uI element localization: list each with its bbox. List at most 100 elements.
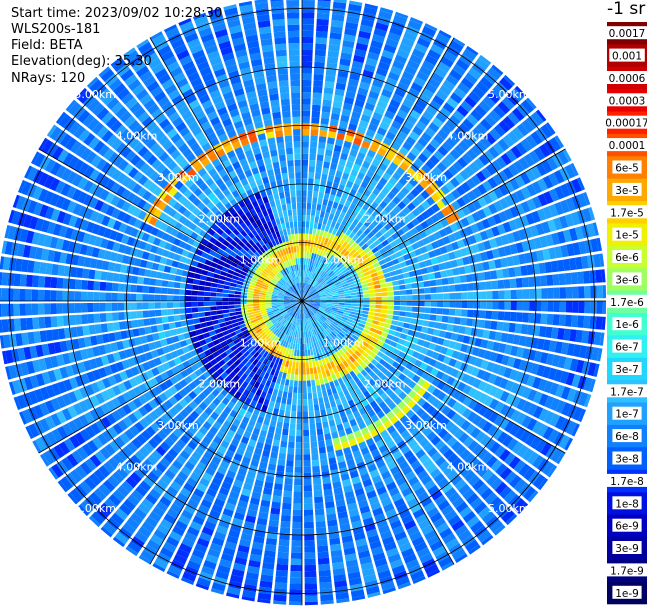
data-cell (422, 391, 432, 401)
data-cell (275, 173, 282, 181)
data-cell (415, 449, 426, 459)
data-cell (451, 519, 465, 532)
data-cell (346, 321, 353, 326)
data-cell (99, 292, 106, 301)
data-cell (560, 342, 569, 355)
data-cell (338, 390, 345, 399)
data-cell (239, 462, 249, 471)
data-cell (306, 374, 311, 381)
data-cell (232, 374, 241, 383)
data-cell (94, 357, 104, 368)
data-cell (198, 401, 208, 411)
data-cell (167, 288, 174, 295)
data-cell (344, 303, 352, 306)
data-cell (302, 184, 307, 191)
data-cell (312, 191, 319, 198)
data-cell (382, 536, 395, 546)
data-cell (99, 502, 113, 516)
data-cell (236, 370, 244, 378)
data-cell (273, 489, 283, 497)
data-cell (218, 336, 226, 343)
data-cell (230, 438, 240, 447)
data-cell (322, 313, 329, 318)
data-cell (313, 341, 318, 349)
data-cell (89, 492, 103, 506)
data-cell (288, 386, 293, 393)
data-cell (341, 316, 348, 321)
data-cell (246, 383, 253, 392)
data-cell (323, 312, 330, 317)
data-cell (409, 503, 422, 514)
data-cell (499, 467, 512, 480)
data-cell (206, 515, 219, 525)
data-cell (327, 200, 334, 208)
data-cell (112, 536, 126, 548)
data-cell (444, 487, 457, 499)
data-cell (415, 433, 426, 444)
data-cell (377, 569, 392, 580)
data-cell (302, 18, 315, 25)
data-cell (214, 343, 223, 351)
data-cell (288, 601, 302, 606)
data-cell (235, 351, 243, 359)
data-cell (271, 301, 278, 303)
data-cell (216, 375, 224, 384)
data-cell (166, 570, 180, 579)
data-cell (187, 498, 199, 509)
data-cell (255, 402, 263, 410)
data-cell (247, 346, 255, 354)
data-cell (293, 129, 301, 136)
data-cell (348, 313, 356, 318)
data-cell (119, 432, 131, 444)
data-cell (163, 513, 177, 525)
data-cell (434, 494, 447, 506)
data-cell (362, 517, 375, 526)
data-cell (281, 515, 291, 522)
data-cell (302, 221, 306, 228)
data-cell (222, 301, 229, 306)
data-cell (94, 324, 102, 334)
data-cell (304, 583, 318, 590)
data-cell (247, 337, 255, 344)
data-cell (160, 547, 174, 559)
data-cell (265, 302, 272, 305)
data-cell (305, 305, 311, 311)
data-cell (292, 515, 302, 523)
data-cell (360, 562, 374, 571)
data-cell (283, 313, 289, 319)
data-cell (593, 331, 602, 346)
data-cell (188, 381, 197, 390)
data-cell (502, 434, 514, 448)
data-cell (380, 497, 392, 507)
data-cell (257, 467, 267, 476)
data-cell (277, 390, 283, 398)
data-cell (156, 271, 164, 279)
data-cell (499, 449, 511, 462)
data-cell (278, 211, 284, 218)
data-cell (379, 358, 387, 366)
data-cell (367, 463, 377, 473)
data-cell (369, 301, 376, 305)
data-cell (379, 317, 387, 323)
data-cell (189, 472, 201, 482)
data-cell (293, 135, 301, 142)
data-cell (287, 335, 291, 342)
data-cell (50, 303, 57, 315)
data-cell (474, 357, 484, 368)
data-cell (149, 278, 157, 286)
data-cell (259, 332, 266, 338)
data-cell (292, 330, 296, 337)
data-cell (325, 68, 337, 77)
data-cell (328, 168, 336, 177)
data-cell (205, 554, 219, 564)
data-cell (173, 295, 180, 301)
data-cell (299, 325, 301, 332)
data-cell (298, 233, 302, 240)
data-cell (454, 309, 462, 317)
data-cell (233, 382, 241, 391)
data-cell (238, 441, 247, 451)
data-cell (262, 385, 269, 393)
data-cell (282, 210, 288, 217)
data-cell (273, 212, 279, 220)
data-cell (411, 403, 421, 413)
